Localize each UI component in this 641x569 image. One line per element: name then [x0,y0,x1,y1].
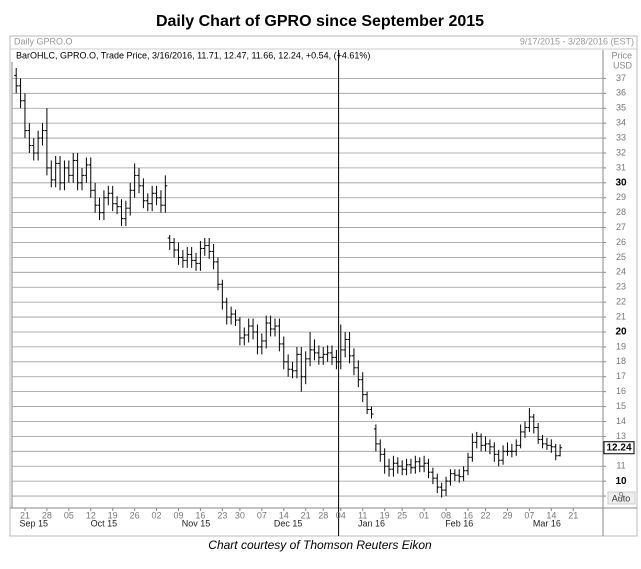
last-price-box [603,441,635,455]
x-tick-label: 07 [524,510,534,520]
month-label: Jan 16 [358,518,385,528]
x-tick-label: 25 [397,510,407,520]
x-tick-label: 21 [20,510,30,520]
x-tick-label: 08 [441,510,451,520]
x-tick-label: 26 [130,510,140,520]
x-tick-label: 14 [279,510,289,520]
x-tick-label: 09 [173,510,183,520]
axis-label-unit: USD [613,60,633,70]
x-tick-label: 21 [301,510,311,520]
month-label: Dec 15 [274,518,303,528]
x-tick-label: 16 [195,510,205,520]
y-tick-label: 33 [616,132,626,142]
y-tick-label: 29 [616,192,626,202]
x-tick-label: 05 [64,510,74,520]
last-price-label: 12.24 [606,442,631,453]
x-tick-label: 11 [358,510,367,520]
month-label: Sep 15 [19,518,48,528]
y-tick-label: 25 [616,252,626,262]
y-tick-label: 19 [616,341,626,351]
y-tick-label: 36 [616,88,626,98]
y-tick-label: 26 [616,237,626,247]
scale-mode[interactable]: Auto [612,493,631,503]
legend-text: BarOHLC, GPRO.O, Trade Price, 3/16/2016,… [16,50,370,60]
y-tick-label: 24 [616,267,626,277]
axis-label-top: Price [611,50,632,60]
y-tick-label: 15 [616,401,626,411]
y-tick-label: 20 [615,327,627,338]
y-tick-label: 34 [616,118,626,128]
chart-frame [9,35,638,537]
y-tick-label: 23 [616,282,626,292]
month-label: Mar 16 [533,518,561,528]
x-tick-label: 30 [235,510,245,520]
y-tick-label: 37 [616,73,626,83]
y-tick-label: 32 [616,147,626,157]
y-tick-label: 31 [616,162,626,172]
scale-mode-box[interactable] [607,491,636,505]
x-tick-label: 19 [380,510,390,520]
y-tick-label: 10 [615,476,627,487]
x-tick-label: 29 [502,510,512,520]
month-label: Feb 16 [445,518,473,528]
header-left: Daily GPRO.O [14,36,73,46]
x-tick-label: 23 [217,510,227,520]
y-tick-label: 35 [616,103,626,113]
x-tick-label: 14 [546,510,556,520]
y-tick-label: 30 [615,177,627,188]
y-tick-label: 11 [616,461,625,471]
y-tick-label: 18 [616,356,626,366]
x-tick-label: 02 [152,510,162,520]
y-tick-label: 14 [616,416,626,426]
caption: Chart courtesy of Thomson Reuters Eikon [208,538,432,552]
y-tick-label: 21 [616,311,626,321]
x-tick-label: 28 [318,510,328,520]
x-tick-label: 04 [336,510,346,520]
header-right: 9/17/2015 - 3/28/2016 (EST) [520,36,634,46]
x-tick-label: 19 [108,510,118,520]
x-tick-label: 16 [463,510,473,520]
chart-title: Daily Chart of GPRO since September 2015 [156,13,484,30]
y-tick-label: 9 [618,490,623,500]
y-tick-label: 16 [616,386,626,396]
y-tick-label: 27 [616,222,626,232]
y-tick-label: 22 [616,297,626,307]
month-label: Nov 15 [182,518,211,528]
y-tick-label: 13 [616,431,626,441]
month-label: Oct 15 [91,518,118,528]
x-tick-label: 21 [568,510,578,520]
x-tick-label: 12 [86,510,96,520]
y-tick-label: 17 [616,371,626,381]
x-tick-label: 01 [419,510,429,520]
x-tick-label: 22 [481,510,491,520]
y-tick-label: 28 [616,207,626,217]
x-tick-label: 07 [257,510,267,520]
x-tick-label: 28 [42,510,52,520]
